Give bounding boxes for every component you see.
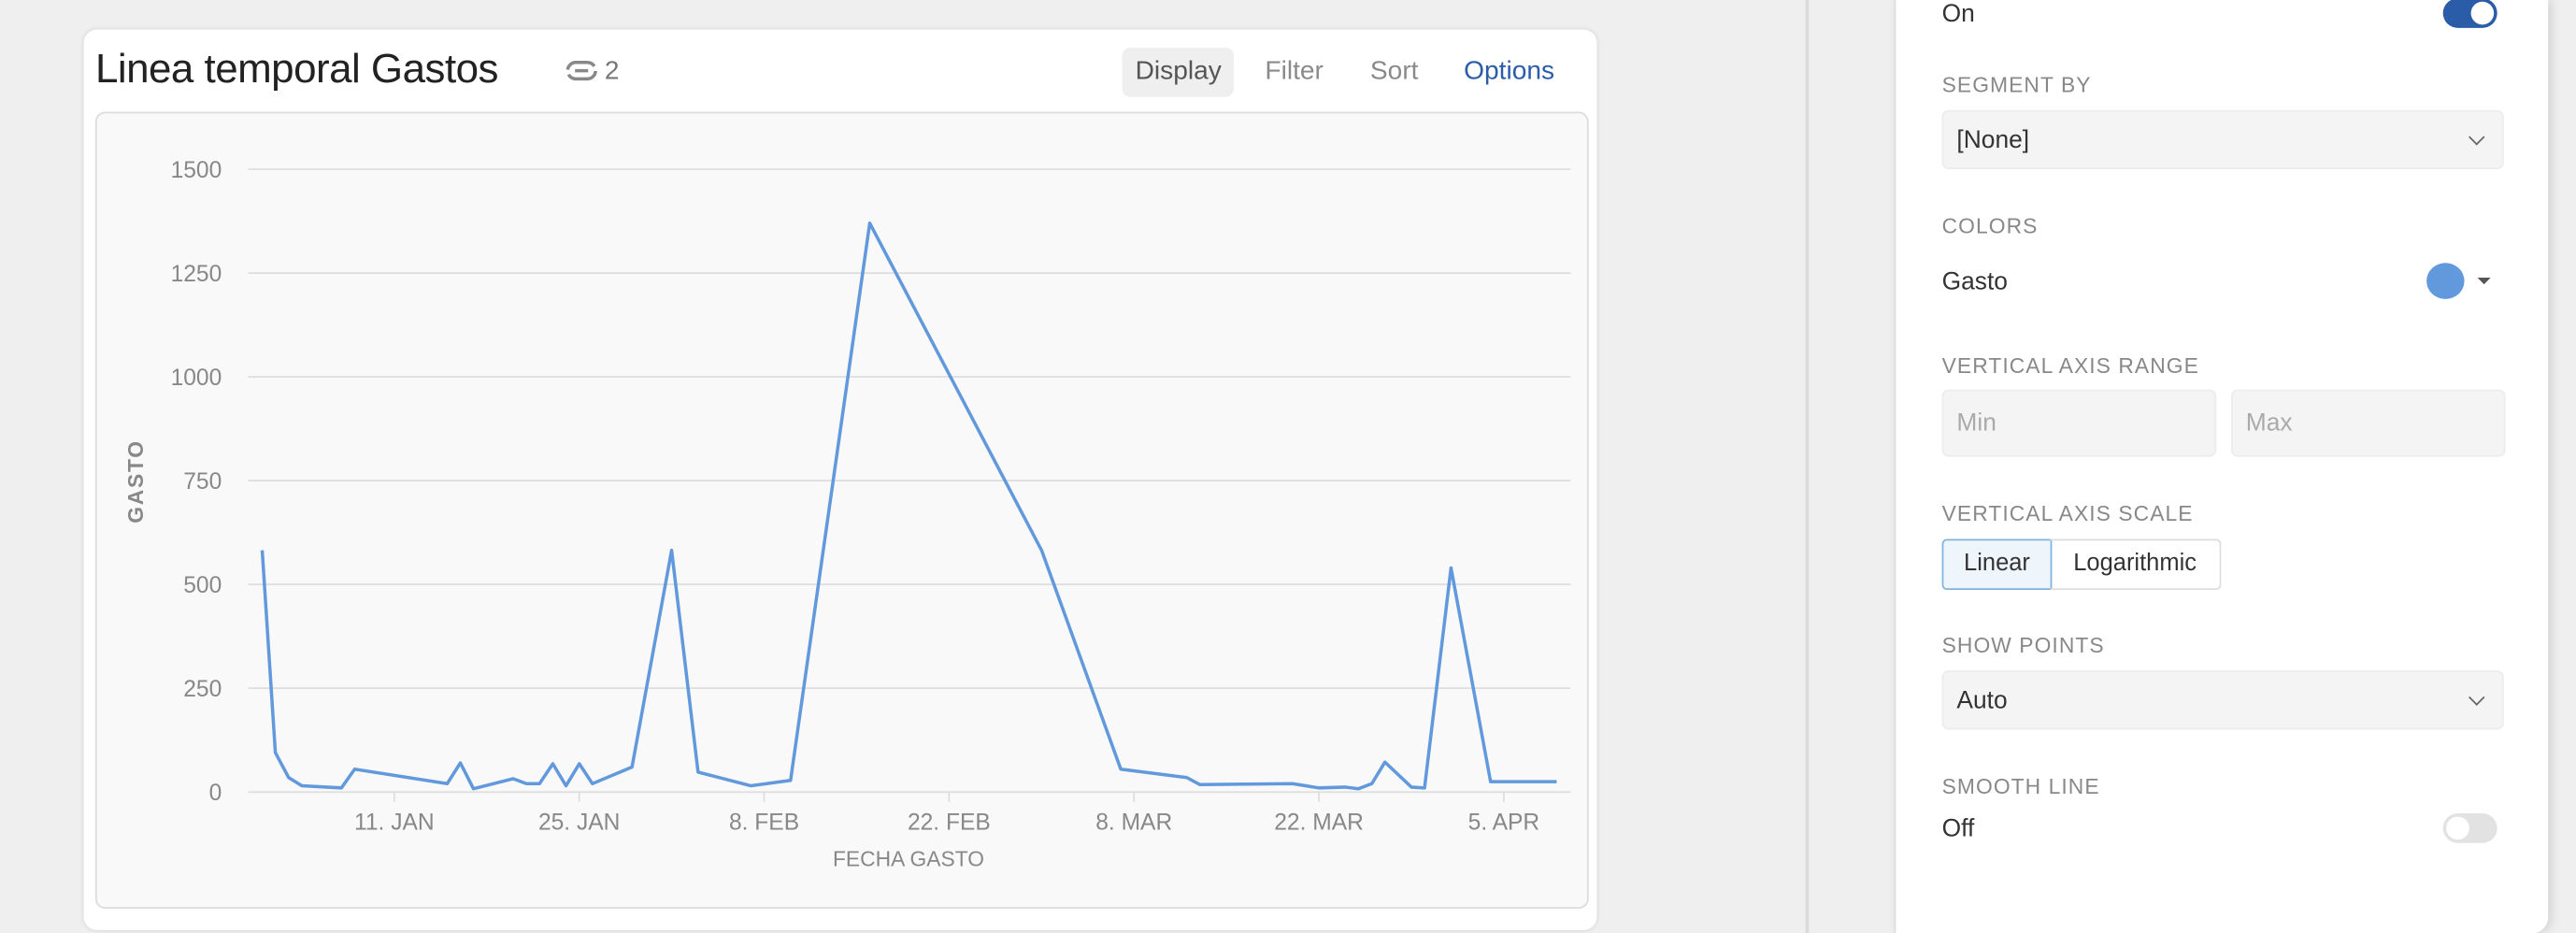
caret-down-icon[interactable] (2477, 278, 2491, 285)
axis-range-label: VERTICAL AXIS RANGE (1941, 352, 2199, 379)
axis-min-input[interactable]: Min (1941, 389, 2217, 457)
x-tick-label: 22. FEB (908, 811, 991, 836)
legend-toggle[interactable] (2442, 0, 2497, 28)
segment-by-value: [None] (1956, 126, 2030, 155)
smooth-line-toggle[interactable] (2442, 813, 2497, 843)
scale-logarithmic-button[interactable]: Logarithmic (2050, 538, 2222, 591)
y-tick-label: 1500 (171, 158, 222, 183)
chevron-down-icon (2469, 129, 2485, 146)
chevron-down-icon (2469, 689, 2485, 706)
link-icon[interactable] (565, 59, 598, 82)
y-tick-label: 0 (209, 781, 222, 806)
divider (1805, 0, 1810, 933)
tab-filter[interactable]: Filter (1265, 57, 1324, 86)
show-points-value: Auto (1956, 686, 2008, 715)
smooth-line-value: Off (1941, 814, 1975, 843)
y-tick-label: 1250 (171, 262, 222, 287)
y-tick-label: 250 (183, 677, 222, 702)
tab-options[interactable]: Options (1464, 57, 1555, 86)
legend-value: On (1941, 0, 1975, 28)
line-chart: 0 250 500 750 1000 1250 1500 11. JAN 25. JAN 8. F… (123, 158, 1571, 870)
show-points-label: SHOW POINTS (1941, 632, 2105, 658)
chart-card: Linea temporal Gastos 2 Display Filter S… (83, 29, 1597, 930)
x-tick-label: 5. APR (1468, 811, 1540, 836)
axis-max-input[interactable]: Max (2230, 389, 2506, 457)
tab-sort[interactable]: Sort (1369, 57, 1419, 86)
options-panel: On SEGMENT BY [None] COLORS Gasto VERTIC… (1894, 0, 2549, 933)
y-tick-label: 750 (183, 469, 222, 495)
color-series-name: Gasto (1941, 267, 2008, 296)
y-axis-label: GASTO (123, 439, 148, 524)
segment-by-label: SEGMENT BY (1941, 72, 2092, 97)
y-tick-label: 500 (183, 573, 222, 598)
scale-linear-button[interactable]: Linear (1941, 538, 2053, 591)
x-tick-label: 8. MAR (1095, 811, 1172, 836)
chart-area: 0 250 500 750 1000 1250 1500 11. JAN 25. JAN 8. F… (94, 111, 1589, 910)
chart-title: Linea temporal Gastos (94, 46, 499, 93)
segment-by-select[interactable]: [None] (1941, 109, 2504, 170)
series-line-gasto (260, 221, 1557, 791)
tab-display[interactable]: Display (1122, 47, 1235, 97)
y-tick-label: 1000 (171, 366, 222, 391)
x-tick-label: 8. FEB (729, 811, 799, 836)
x-tick-label: 11. JAN (354, 811, 435, 836)
x-tick-label: 25. JAN (538, 811, 620, 836)
color-swatch[interactable] (2426, 263, 2465, 299)
link-count: 2 (604, 57, 620, 86)
show-points-select[interactable]: Auto (1941, 670, 2504, 730)
x-tick-label: 22. MAR (1274, 811, 1364, 836)
smooth-line-label: SMOOTH LINE (1941, 773, 2100, 799)
axis-scale-label: VERTICAL AXIS SCALE (1941, 501, 2194, 526)
colors-label: COLORS (1941, 213, 2039, 238)
x-axis-label: FECHA GASTO (833, 846, 984, 870)
